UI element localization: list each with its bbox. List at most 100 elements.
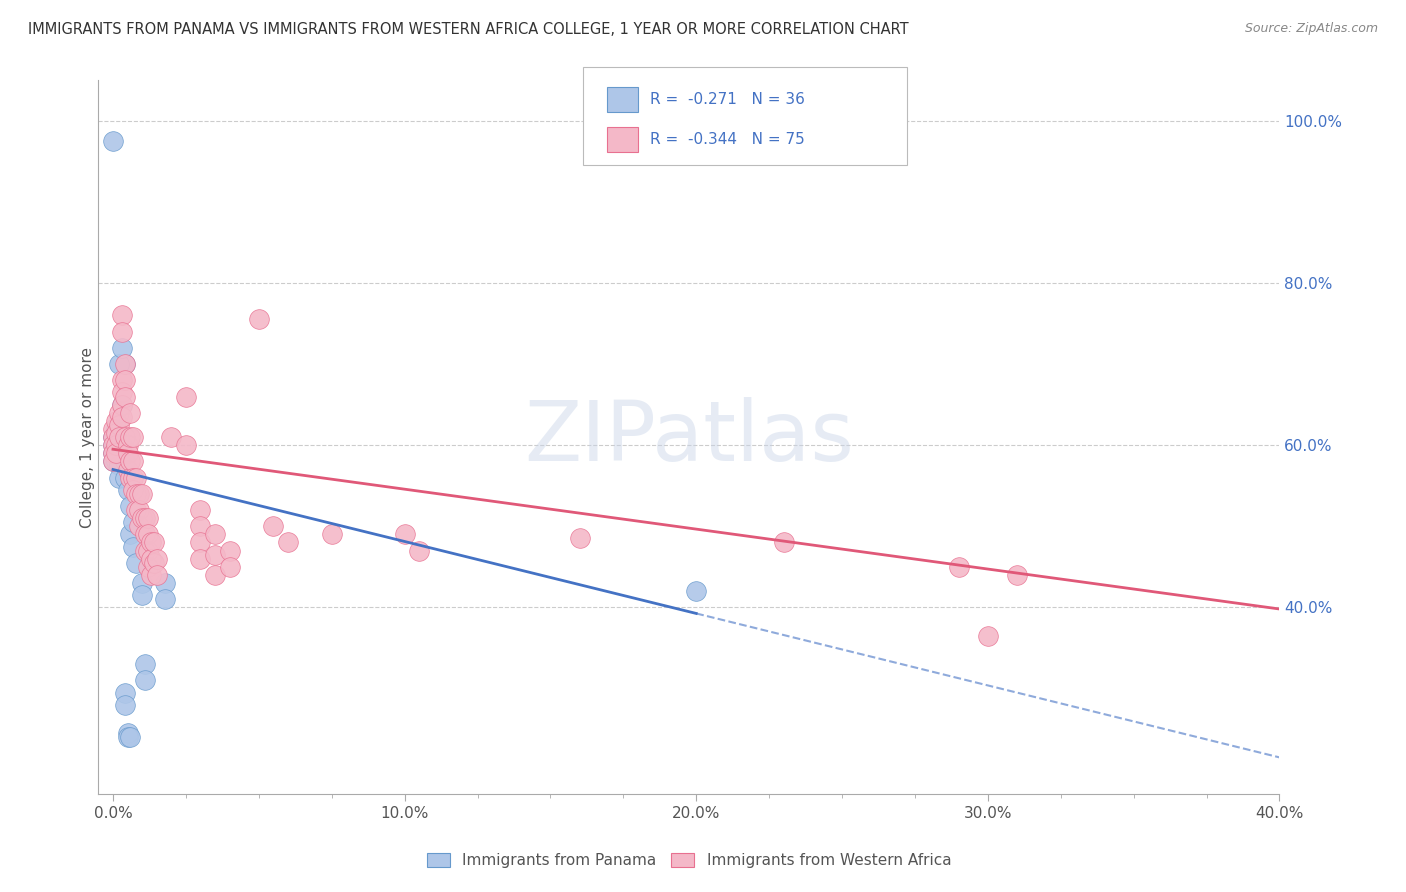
Point: [122, 483, 145, 497]
Point: [948, 559, 970, 574]
Point: [117, 462, 139, 476]
Point: [111, 409, 134, 424]
Point: [155, 576, 177, 591]
Point: [111, 373, 134, 387]
Point: [128, 503, 150, 517]
Point: [204, 548, 226, 562]
Point: [114, 357, 136, 371]
Point: [120, 527, 142, 541]
Point: [111, 438, 134, 452]
Point: [104, 454, 127, 468]
Point: [114, 390, 136, 404]
Point: [101, 454, 124, 468]
Point: [114, 454, 136, 468]
Point: [145, 551, 167, 566]
Point: [174, 438, 197, 452]
Point: [104, 414, 127, 428]
Point: [122, 540, 145, 554]
Y-axis label: College, 1 year or more: College, 1 year or more: [80, 347, 94, 527]
Point: [134, 657, 156, 672]
Point: [104, 425, 127, 440]
Point: [131, 487, 153, 501]
Point: [104, 430, 127, 444]
Point: [134, 511, 156, 525]
Point: [204, 527, 226, 541]
Point: [568, 532, 591, 546]
Point: [104, 446, 127, 460]
Point: [977, 629, 1000, 643]
Point: [218, 543, 240, 558]
Point: [111, 341, 134, 355]
Point: [108, 417, 131, 432]
Point: [122, 430, 145, 444]
Point: [122, 515, 145, 529]
Point: [1005, 568, 1028, 582]
Point: [101, 438, 124, 452]
Point: [108, 430, 131, 444]
Point: [190, 551, 212, 566]
Point: [160, 430, 183, 444]
Point: [120, 470, 142, 484]
Point: [104, 422, 127, 436]
Point: [139, 535, 162, 549]
Point: [134, 543, 156, 558]
Point: [408, 543, 430, 558]
Point: [122, 470, 145, 484]
Point: [134, 673, 156, 688]
Point: [101, 438, 124, 452]
Point: [120, 406, 142, 420]
Point: [104, 438, 127, 452]
Point: [111, 398, 134, 412]
Point: [108, 458, 131, 473]
Point: [114, 357, 136, 371]
Point: [685, 584, 707, 599]
Point: [128, 519, 150, 533]
Point: [125, 470, 148, 484]
Point: [145, 568, 167, 582]
Point: [101, 430, 124, 444]
Point: [114, 470, 136, 484]
Point: [120, 430, 142, 444]
Point: [136, 559, 159, 574]
Text: R =  -0.271   N = 36: R = -0.271 N = 36: [650, 92, 804, 106]
Point: [247, 312, 270, 326]
Point: [155, 592, 177, 607]
Point: [108, 470, 131, 484]
Point: [117, 726, 139, 740]
Point: [128, 487, 150, 501]
Text: IMMIGRANTS FROM PANAMA VS IMMIGRANTS FROM WESTERN AFRICA COLLEGE, 1 YEAR OR MORE: IMMIGRANTS FROM PANAMA VS IMMIGRANTS FRO…: [28, 22, 908, 37]
Point: [111, 309, 134, 323]
Text: ZIPatlas: ZIPatlas: [524, 397, 853, 477]
Point: [101, 454, 124, 468]
Point: [136, 543, 159, 558]
Point: [134, 527, 156, 541]
Point: [190, 535, 212, 549]
Point: [108, 406, 131, 420]
Point: [394, 527, 416, 541]
Point: [142, 535, 165, 549]
Point: [108, 357, 131, 371]
Point: [114, 373, 136, 387]
Point: [139, 551, 162, 566]
Point: [101, 422, 124, 436]
Point: [120, 730, 142, 744]
Point: [136, 511, 159, 525]
Point: [125, 556, 148, 570]
Point: [142, 556, 165, 570]
Text: Source: ZipAtlas.com: Source: ZipAtlas.com: [1244, 22, 1378, 36]
Point: [111, 385, 134, 400]
Point: [174, 390, 197, 404]
Point: [108, 438, 131, 452]
Point: [117, 438, 139, 452]
Point: [277, 535, 299, 549]
Point: [125, 487, 148, 501]
Point: [120, 454, 142, 468]
Point: [772, 535, 794, 549]
Text: R =  -0.344   N = 75: R = -0.344 N = 75: [650, 132, 804, 146]
Point: [117, 730, 139, 744]
Point: [101, 430, 124, 444]
Point: [262, 519, 284, 533]
Point: [190, 519, 212, 533]
Point: [101, 446, 124, 460]
Point: [139, 568, 162, 582]
